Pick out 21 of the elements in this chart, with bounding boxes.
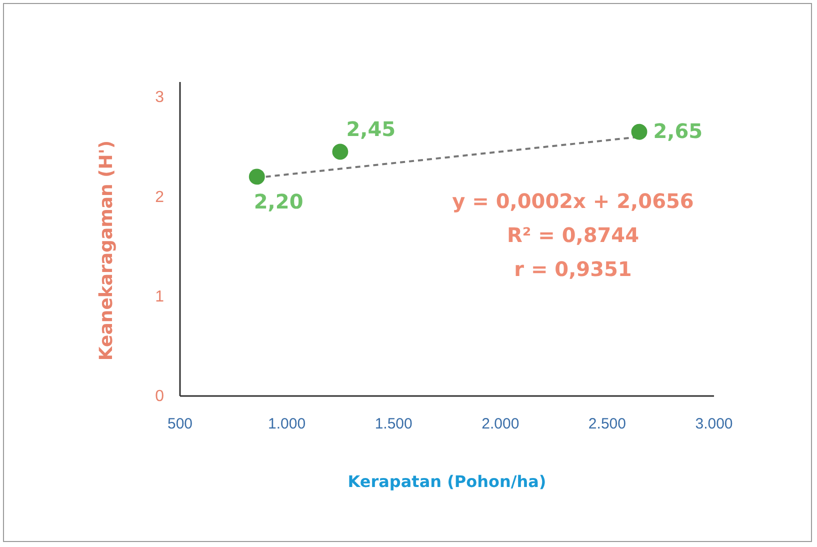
annotation: R² = 0,8744 [506, 223, 640, 247]
x-tick-label: 1.500 [374, 416, 412, 433]
data-label: 2,65 [653, 118, 703, 143]
x-tick-label: 2.500 [588, 416, 626, 433]
data-label: 2,20 [254, 190, 304, 214]
y-tick-label: 0 [155, 388, 164, 406]
x-tick-label: 1.000 [268, 416, 306, 433]
y-tick-label: 2 [155, 188, 164, 206]
y-tick-label: 3 [155, 89, 164, 106]
x-tick-label: 2.000 [482, 416, 520, 433]
x-tick-label: 3.000 [695, 416, 733, 433]
annotation: r = 0,9351 [514, 257, 632, 281]
y-axis-title: Keanekaragaman (H') [96, 140, 117, 361]
annotation: y = 0,0002x + 2,0656 [452, 189, 694, 213]
point [248, 168, 265, 185]
data-label: 2,45 [346, 116, 396, 141]
x-tick-label: 500 [167, 416, 193, 433]
point [332, 144, 348, 160]
x-axis-title: Kerapatan (Pohon/ha) [348, 472, 546, 491]
y-tick-label: 1 [155, 288, 164, 306]
point [631, 124, 648, 140]
